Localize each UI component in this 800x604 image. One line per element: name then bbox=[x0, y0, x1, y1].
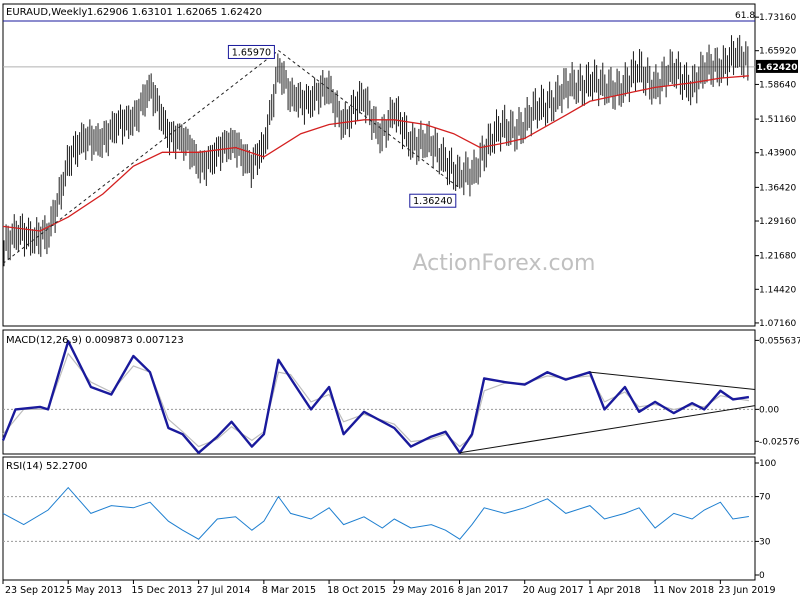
x-tick-label: 15 Dec 2013 bbox=[131, 585, 192, 596]
macd-panel-frame bbox=[2, 329, 756, 455]
macd-panel: 0.055637 0.00 -0.02576 bbox=[1, 336, 800, 454]
price-panel-frame bbox=[2, 3, 756, 327]
price-panel: 1.73160 1.65920 1.58640 1.51160 1.43900 1.364… bbox=[2, 11, 798, 329]
x-tick-label: 18 Oct 2015 bbox=[327, 585, 386, 596]
price-tick-label: 1.21680 bbox=[759, 252, 796, 262]
x-tick-label: 23 Sep 2012 bbox=[5, 585, 65, 596]
rsi-tick-label: 0 bbox=[759, 571, 765, 581]
price-tick-label: 1.73160 bbox=[759, 13, 796, 23]
x-tick-label: 27 Jul 2014 bbox=[197, 585, 251, 596]
price-tick-label: 1.07160 bbox=[759, 319, 796, 329]
rsi-label: RSI(14) 52.2700 bbox=[6, 461, 87, 472]
watermark: ActionForex.com bbox=[413, 251, 596, 276]
rsi-tick-label: 100 bbox=[759, 459, 776, 469]
x-tick-label: 1 Apr 2018 bbox=[588, 585, 641, 596]
price-tick-label: 1.36420 bbox=[759, 183, 796, 193]
x-tick-label: 8 Mar 2015 bbox=[262, 585, 316, 596]
fib-level-label: 61.8 bbox=[735, 11, 755, 21]
price-tick-label: 1.58640 bbox=[759, 80, 796, 90]
price-tick-label: 1.14420 bbox=[759, 285, 796, 295]
price-tick-label: 1.29160 bbox=[759, 217, 796, 227]
macd-triangle-line bbox=[459, 405, 756, 454]
x-tick-label: 23 Jun 2019 bbox=[718, 585, 775, 596]
price-tick-label: 1.43900 bbox=[759, 149, 796, 159]
moving-average-line bbox=[2, 75, 749, 232]
macd-main-line bbox=[1, 340, 750, 454]
x-tick-label: 8 Jan 2017 bbox=[457, 585, 508, 596]
annotation-label: 1.36240 bbox=[413, 196, 452, 207]
price-tick-label: 1.51160 bbox=[759, 115, 796, 125]
ohlc-values: 1.62906 1.63101 1.62065 1.62420 bbox=[87, 7, 262, 18]
fib-trendline bbox=[2, 50, 279, 264]
x-tick-label: 29 May 2016 bbox=[392, 585, 454, 596]
macd-triangle-line bbox=[589, 371, 756, 391]
annotation-box bbox=[409, 193, 457, 208]
x-tick-label: 11 Nov 2018 bbox=[653, 585, 714, 596]
x-tick-label: 20 Aug 2017 bbox=[523, 585, 584, 596]
fib-trendline bbox=[278, 50, 461, 189]
rsi-tick-label: 70 bbox=[759, 493, 771, 503]
annotation-label: 1.65970 bbox=[232, 47, 271, 58]
macd-tick-label: -0.02576 bbox=[759, 437, 800, 447]
macd-tick-label: 0.00 bbox=[759, 405, 779, 415]
x-axis: 23 Sep 2012 5 May 2013 15 Dec 2013 27 Jul 2… bbox=[2, 580, 776, 596]
rsi-tick-label: 30 bbox=[759, 537, 771, 547]
macd-label: MACD(12,26,9) 0.009873 0.007123 bbox=[6, 335, 184, 346]
symbol-label: EURAUD,Weekly bbox=[6, 7, 87, 18]
x-tick-label: 5 May 2013 bbox=[66, 585, 122, 596]
price-tick-label: 1.65920 bbox=[759, 47, 796, 57]
rsi-line bbox=[2, 486, 749, 540]
macd-tick-label: 0.055637 bbox=[759, 336, 800, 346]
rsi-panel: 100 70 30 0 bbox=[2, 459, 776, 581]
current-price-tag bbox=[756, 59, 798, 73]
current-price-label: 1.62420 bbox=[757, 63, 798, 73]
annotation-box bbox=[227, 44, 275, 59]
rsi-panel-frame bbox=[2, 456, 756, 581]
